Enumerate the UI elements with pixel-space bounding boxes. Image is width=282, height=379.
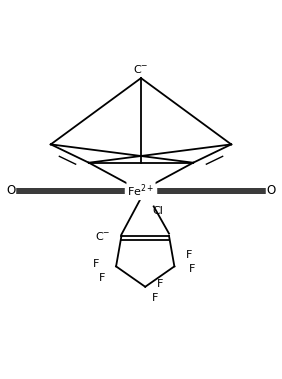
Text: O: O [266,185,275,197]
Text: F: F [93,258,99,269]
Text: Fe$^{2+}$: Fe$^{2+}$ [127,183,155,199]
Text: F: F [188,264,195,274]
Text: F: F [98,273,105,283]
Text: O: O [7,185,16,197]
Text: F: F [152,293,159,303]
Text: F: F [157,279,163,289]
Text: C$^{-}$: C$^{-}$ [95,230,110,242]
Text: C$^{-}$: C$^{-}$ [133,63,149,75]
Text: Cl: Cl [152,207,163,216]
Text: F: F [186,250,192,260]
